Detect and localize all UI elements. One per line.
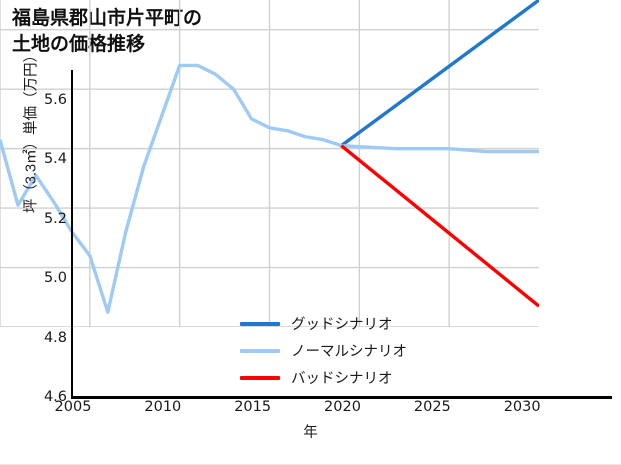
series-line-good <box>340 0 539 148</box>
y-axis-title: 坪（3.3㎡）単価（万円） <box>23 47 40 214</box>
y-axis-spine <box>71 70 73 399</box>
legend-item[interactable]: グッドシナリオ <box>240 310 455 337</box>
y-tick-label: 4.8 <box>43 329 67 346</box>
x-tick-label: 2020 <box>324 399 361 415</box>
y-tick-label: 5.0 <box>43 270 67 287</box>
plot-canvas <box>0 0 539 327</box>
legend-item[interactable]: バッドシナリオ <box>240 364 455 391</box>
series-line-normal <box>0 63 539 314</box>
legend-color-swatch <box>240 321 280 326</box>
y-tick-label: 5.4 <box>43 151 67 168</box>
series-line-bad <box>340 144 539 308</box>
x-axis-spine <box>71 396 612 399</box>
legend-item[interactable]: ノーマルシナリオ <box>240 337 455 364</box>
series-lines <box>0 0 539 314</box>
y-tick-label: 4.6 <box>43 389 67 405</box>
x-tick-label: 2015 <box>234 399 272 415</box>
x-tick-label: 2025 <box>413 399 451 415</box>
legend-color-swatch <box>240 375 280 380</box>
y-axis-tick-labels: 4.6 4.8 5.0 5.2 5.4 5.6 <box>22 0 67 465</box>
legend-item-label: グッドシナリオ <box>291 317 393 333</box>
legend-item-label: ノーマルシナリオ <box>291 344 407 360</box>
y-tick-label: 5.6 <box>43 91 67 108</box>
x-tick-label: 2010 <box>144 399 182 415</box>
y-tick-label: 5.2 <box>43 210 67 227</box>
x-axis-title: 年 <box>303 425 318 441</box>
x-tick-label: 2030 <box>503 399 541 415</box>
legend-color-swatch <box>240 348 280 353</box>
x-tick-label: 2005 <box>54 399 92 415</box>
chart-legend: グッドシナリオ ノーマルシナリオ バッドシナリオ <box>240 310 455 391</box>
chart-title: 福島県郡山市片平町の 土地の価格推移 <box>12 8 203 55</box>
legend-item-label: バッドシナリオ <box>291 371 393 387</box>
